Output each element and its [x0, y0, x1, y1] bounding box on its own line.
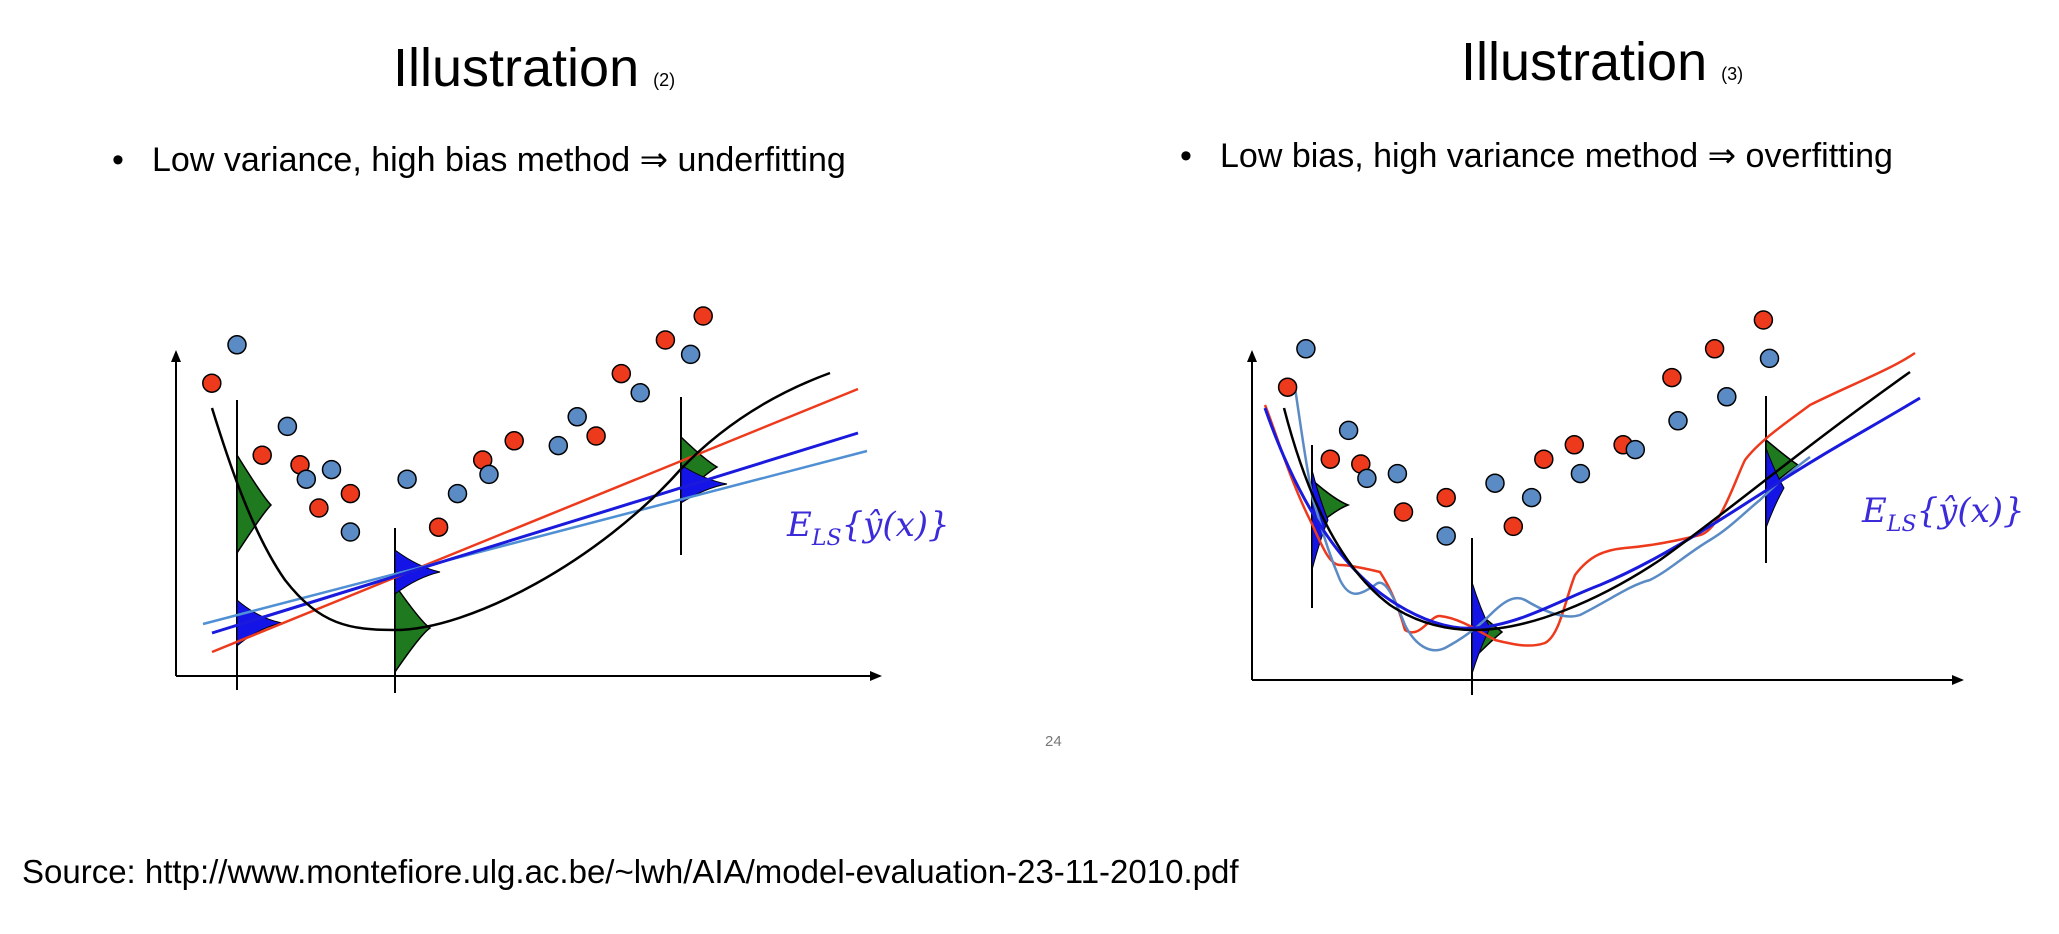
red-points [1277, 310, 1774, 537]
red-data-point [340, 483, 361, 504]
red-data-point [309, 498, 329, 518]
slide-right: Illustration (3) • Low bias, high variance… [1030, 0, 2059, 760]
blue-data-point [1436, 526, 1456, 546]
true-function-curve [1282, 370, 1911, 632]
blue-data-point [321, 459, 342, 480]
blue-points [227, 335, 701, 542]
expectation-label: ELS{ŷ(x)} [786, 505, 950, 551]
fit-line-lightblue [202, 449, 868, 626]
blue-data-point [680, 344, 701, 365]
blue-data-point [479, 464, 499, 485]
red-data-point [1662, 367, 1682, 388]
blue-data-point [1759, 348, 1780, 369]
blue-data-point [447, 483, 468, 504]
red-data-point [1534, 449, 1554, 469]
fit-curve-lightblue [1293, 387, 1811, 652]
blue-data-point [296, 469, 317, 489]
blue-data-point [1387, 463, 1408, 484]
title-text: Illustration [393, 38, 640, 98]
blue-data-point [567, 407, 587, 427]
bullet-marker: • [112, 141, 124, 179]
red-data-point [1277, 377, 1298, 397]
blue-data-point [1521, 487, 1542, 508]
red-points [202, 306, 713, 537]
blue-points [1296, 339, 1780, 546]
red-data-point [504, 431, 524, 451]
slide-left: Illustration (2) • Low variance, high bias… [0, 0, 1030, 760]
red-data-point [428, 517, 449, 537]
bullet-text: Low bias, high variance method ⇒ overfit… [1220, 137, 1893, 175]
bullet-item: • Low bias, high variance method ⇒ overfi… [1180, 136, 1893, 176]
title-text: Illustration [1461, 32, 1708, 92]
red-data-point [252, 445, 272, 465]
blue-data-point [1338, 420, 1359, 441]
blue-data-point [1570, 463, 1591, 484]
red-data-point [611, 363, 632, 384]
red-data-point [1704, 339, 1725, 359]
blue-data-point [548, 435, 569, 456]
blue-data-point [1485, 473, 1505, 493]
density-green [236, 452, 273, 556]
red-data-point [1753, 310, 1774, 330]
red-data-point [1393, 502, 1414, 522]
red-data-point [693, 306, 713, 326]
fit-line-red [211, 387, 859, 654]
blue-data-point [1296, 339, 1316, 359]
red-data-point [586, 426, 606, 446]
red-data-point [655, 330, 676, 350]
blue-data-point [1717, 387, 1737, 407]
slide-title: Illustration (3) [1461, 32, 1743, 104]
slide-title: Illustration (2) [393, 38, 675, 110]
source-citation: Source: http://www.montefiore.ulg.ac.be/… [22, 853, 1239, 890]
blue-data-point [277, 416, 298, 437]
red-data-point [1320, 449, 1341, 469]
red-data-point [1564, 435, 1585, 455]
expected-fit-line [211, 431, 859, 635]
bullet-text: Low variance, high bias method ⇒ underfi… [152, 141, 846, 179]
red-data-point [202, 373, 222, 393]
density-blue [394, 549, 441, 595]
blue-data-point [1668, 411, 1688, 431]
density-blue [1765, 447, 1785, 529]
page-number: 24 [1045, 733, 1062, 750]
bullet-item: • Low variance, high bias method ⇒ underf… [112, 140, 846, 180]
blue-data-point [340, 522, 361, 542]
title-number: (3) [1721, 64, 1744, 84]
title-number: (2) [653, 70, 676, 90]
true-function-curve [210, 371, 831, 632]
red-data-point [1503, 516, 1524, 537]
blue-data-point [630, 383, 650, 403]
blue-data-point [397, 469, 417, 489]
blue-data-point [227, 335, 247, 355]
expectation-label: ELS{ŷ(x)} [1861, 491, 2025, 537]
fit-curve-red [1263, 351, 1916, 647]
plot-underfitting: ELS{ŷ(x)} [171, 306, 950, 693]
red-data-point [1436, 487, 1456, 508]
blue-data-point [1357, 468, 1377, 489]
bullet-marker: • [1180, 137, 1192, 175]
blue-data-point [1625, 439, 1646, 460]
expected-fit-curve [1263, 396, 1921, 630]
plot-overfitting: ELS{ŷ(x)} [1247, 310, 2025, 695]
